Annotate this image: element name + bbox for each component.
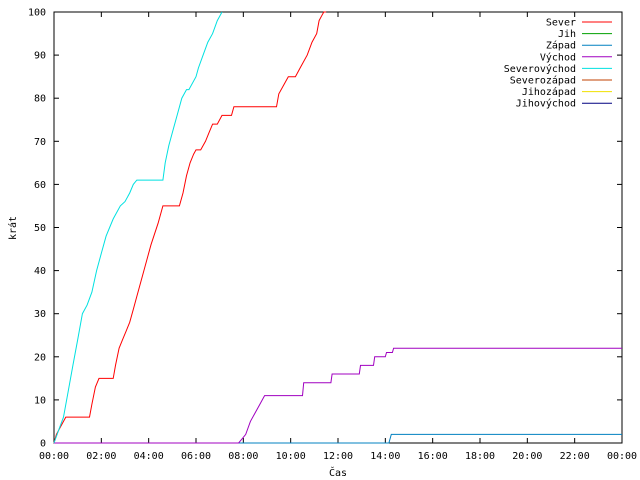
x-tick-label: 08:00	[228, 451, 258, 462]
y-tick-label: 90	[34, 51, 46, 62]
series-line-4	[53, 11, 223, 444]
ticks-layer: 00:00 02:00 04:00 06:00 08:00 10:00 12:00 14:00…	[28, 8, 637, 463]
y-tick-label: 70	[34, 137, 46, 148]
y-tick-label: 0	[40, 439, 46, 450]
y-tick-label: 80	[34, 94, 46, 105]
y-tick-label: 40	[34, 266, 46, 277]
x-tick-label: 14:00	[370, 451, 400, 462]
x-tick-label: 04:00	[134, 451, 164, 462]
legend: SeverJihZápadVýchodSeverovýchodSeverozáp…	[504, 18, 612, 110]
legend-label: Severozápad	[510, 75, 576, 87]
x-tick-label: 16:00	[418, 451, 448, 462]
legend-label: Jih	[558, 29, 576, 40]
x-tick-label: 12:00	[323, 451, 353, 462]
y-tick-label: 10	[34, 395, 46, 406]
legend-label: Sever	[546, 18, 576, 29]
x-tick-label: 20:00	[512, 451, 542, 462]
x-axis-label: Čas	[329, 466, 347, 479]
y-tick-label: 20	[34, 352, 46, 363]
y-axis-label: krát	[7, 216, 19, 240]
series-line-3	[54, 347, 622, 444]
legend-label: Západ	[546, 40, 576, 52]
x-tick-label: 10:00	[276, 451, 306, 462]
x-tick-label: 00:00	[39, 451, 69, 462]
x-tick-label: 06:00	[181, 451, 211, 462]
x-tick-label: 18:00	[465, 451, 495, 462]
series-layer	[53, 11, 622, 444]
y-tick-label: 100	[28, 8, 46, 19]
x-tick-label: 02:00	[86, 451, 116, 462]
legend-label: Jihozápad	[522, 86, 576, 98]
series-line-0	[53, 11, 327, 444]
x-tick-label: 00:00	[607, 451, 637, 462]
legend-label: Jihovýchod	[516, 98, 576, 110]
legend-label: Severovýchod	[504, 63, 576, 75]
legend-label: Východ	[540, 51, 576, 63]
x-tick-label: 22:00	[560, 451, 590, 462]
y-tick-label: 30	[34, 309, 46, 320]
y-tick-label: 50	[34, 223, 46, 234]
y-tick-label: 60	[34, 180, 46, 191]
